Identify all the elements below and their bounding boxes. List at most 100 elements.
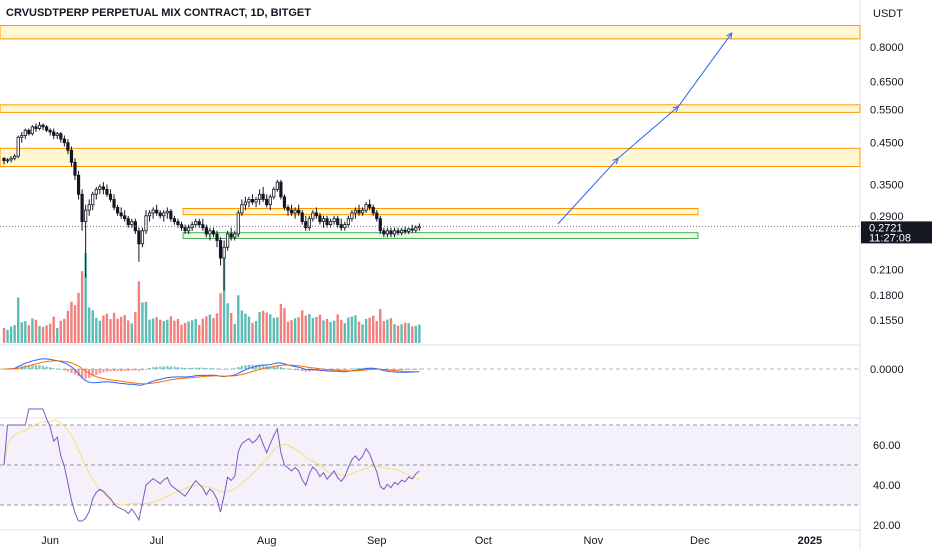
volume-bar: [219, 293, 222, 343]
volume-bar: [386, 319, 389, 343]
macd-histogram-bar: [414, 369, 417, 370]
volume-bar: [187, 321, 190, 343]
candle-body: [101, 186, 105, 190]
candle-body: [250, 199, 255, 203]
projection-arrow: [557, 32, 733, 225]
projection-segment: [678, 32, 733, 107]
macd-histogram-bar: [187, 367, 190, 369]
volume-bar: [45, 325, 48, 343]
macd-histogram-bar: [141, 369, 144, 371]
candle-body: [410, 228, 414, 231]
price-axis: 0.8000 0.6500 0.5500 0.4500 0.3500 0.2900 0.21…: [870, 42, 904, 327]
macd-histogram-bar: [347, 369, 350, 370]
macd-histogram-bar: [418, 368, 421, 370]
volume-bar: [279, 303, 283, 343]
candle-body: [371, 207, 375, 214]
current-price-badge: 0.2721 11:27:08: [861, 221, 932, 244]
macd-histogram-bar: [230, 368, 233, 370]
candle-body: [300, 212, 304, 223]
volume-bar: [13, 325, 16, 343]
volume-bar: [261, 310, 265, 343]
volume-bar: [52, 316, 55, 343]
rsi-panel: [0, 408, 860, 522]
candle-body: [144, 215, 148, 232]
volume-bar: [73, 305, 77, 343]
macd-histogram-bar: [52, 368, 55, 369]
candle-body: [392, 230, 397, 235]
candle-body: [204, 227, 208, 235]
candle-body: [286, 207, 290, 211]
volume-bar: [297, 317, 300, 343]
macd-histogram-bar: [80, 369, 84, 379]
candle-body: [37, 124, 42, 129]
volume-bar: [389, 318, 393, 343]
time-tick-label: Oct: [475, 535, 492, 547]
candle-body: [169, 210, 173, 220]
candle-body: [297, 209, 301, 214]
volume-bar: [315, 316, 318, 343]
volume-bar: [201, 318, 204, 343]
candle-body: [414, 227, 418, 231]
candle-body: [364, 204, 368, 211]
candle-body: [147, 212, 152, 217]
macd-histogram-bar: [91, 369, 94, 377]
rsi-tick-label: 60.00: [873, 440, 901, 452]
volume-bar: [109, 319, 112, 343]
macd-histogram-bar: [48, 367, 52, 369]
volume-bar: [17, 297, 20, 343]
candle-body: [34, 126, 38, 129]
candle-body: [119, 212, 123, 217]
candle-body: [229, 233, 233, 238]
candle-body: [172, 218, 176, 223]
candle-body: [108, 193, 113, 200]
candlesticks: [2, 121, 421, 291]
time-tick-label: Nov: [584, 535, 604, 547]
candle-body: [346, 218, 350, 226]
volume-bar: [414, 325, 417, 343]
volume-bar: [166, 319, 169, 343]
macd-histogram-bar: [336, 369, 339, 371]
rsi-ma-line: [3, 419, 420, 506]
volume-bar: [230, 312, 233, 343]
volume-bar: [91, 310, 94, 343]
volume-bar: [144, 301, 148, 343]
macd-histogram-bar: [226, 368, 229, 370]
candle-body: [268, 196, 272, 206]
volume-bar: [325, 318, 329, 343]
volume-bar: [347, 317, 350, 343]
candle-body: [240, 204, 244, 214]
volume-bar: [102, 315, 105, 343]
volume-bar: [272, 317, 275, 343]
candle-body: [176, 221, 180, 226]
volume-bar: [357, 321, 361, 343]
candle-body: [105, 188, 109, 195]
candle-body: [211, 230, 216, 235]
candle-body: [69, 149, 74, 163]
volume-bar: [247, 316, 251, 343]
macd-histogram-bar: [258, 364, 261, 369]
candle-body: [307, 218, 311, 229]
volume-bar: [258, 311, 261, 343]
candle-body: [261, 193, 265, 200]
candle-body: [208, 230, 212, 235]
price-zones: [0, 25, 861, 239]
volume-bar: [173, 320, 176, 343]
chart-title: CRVUSDTPERP PERPETUAL MIX CONTRACT, 1D, …: [6, 7, 311, 19]
volume-bar: [403, 322, 407, 343]
macd-histogram-bar: [112, 369, 116, 372]
candle-body: [52, 131, 56, 136]
macd-histogram-bar: [411, 369, 414, 370]
volume-bar: [66, 310, 70, 343]
volume-bar: [48, 323, 52, 343]
macd-histogram-bar: [343, 369, 346, 370]
candle-body: [48, 129, 52, 133]
volume-bar: [354, 315, 357, 343]
candle-body: [396, 230, 400, 234]
macd-histogram-bar: [403, 369, 407, 370]
macd-histogram-bar: [134, 369, 137, 371]
macd-histogram-bar: [119, 369, 123, 372]
volume-bar: [6, 329, 9, 343]
volume-bar: [31, 318, 34, 343]
macd-histogram-bar: [198, 367, 201, 369]
